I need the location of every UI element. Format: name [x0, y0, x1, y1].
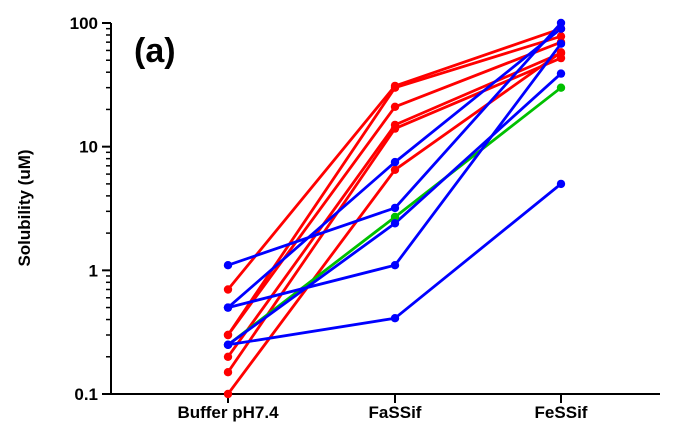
- y-tick-label: 100: [70, 14, 98, 33]
- data-point: [390, 157, 400, 167]
- x-tick-label: FeSSif: [535, 403, 588, 422]
- data-point: [390, 219, 400, 228]
- data-point: [223, 303, 233, 312]
- data-point: [223, 352, 233, 361]
- y-tick-label: 0.1: [74, 385, 98, 404]
- data-point: [223, 285, 233, 294]
- data-point: [556, 32, 566, 41]
- x-ticks: Buffer pH7.4 FaSSif FeSSif: [177, 394, 588, 422]
- y-axis-label: Solubility (uM): [15, 149, 34, 266]
- data-point: [556, 69, 566, 78]
- data-point: [556, 48, 566, 57]
- series-line: [226, 34, 563, 337]
- data-point: [390, 83, 400, 92]
- axes: [110, 23, 660, 395]
- y-tick-label: 10: [79, 138, 98, 157]
- data-point: [390, 212, 400, 222]
- data-point: [390, 203, 400, 213]
- data-point: [223, 389, 233, 399]
- data-point: [556, 53, 566, 63]
- x-tick-label: Buffer pH7.4: [177, 403, 279, 422]
- y-ticks: 0.1 1 10 100: [70, 14, 111, 404]
- y-tick-label: 1: [89, 261, 98, 280]
- data-point: [556, 179, 566, 189]
- data-point: [390, 165, 400, 174]
- data-point: [390, 314, 400, 323]
- panel-label: (a): [134, 32, 176, 70]
- x-tick-label: FaSSif: [369, 403, 422, 422]
- data-point: [556, 83, 566, 92]
- data-point: [556, 24, 566, 33]
- series-points: [223, 18, 566, 399]
- data-point: [223, 261, 233, 270]
- data-point: [390, 261, 400, 270]
- data-point: [390, 102, 400, 112]
- data-point: [223, 340, 233, 349]
- data-point: [223, 368, 233, 377]
- data-point: [390, 124, 400, 133]
- data-point: [556, 39, 566, 48]
- data-point: [223, 330, 233, 340]
